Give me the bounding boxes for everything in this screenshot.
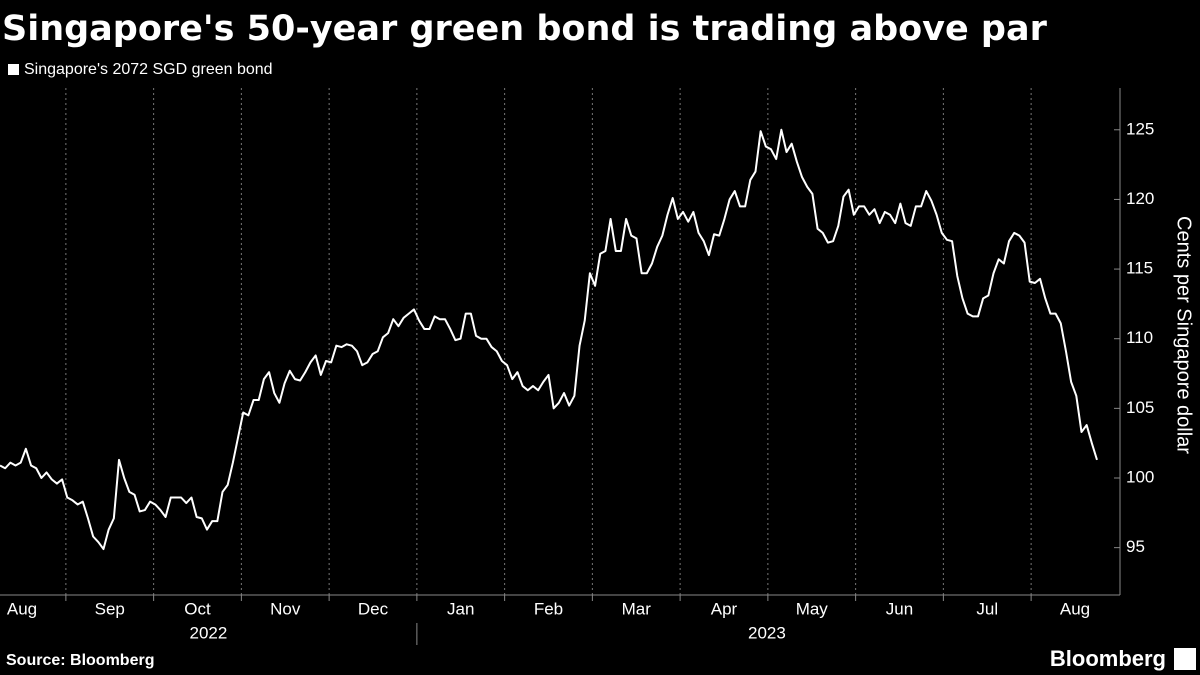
brand-icon <box>1174 648 1196 670</box>
y-tick-label: 105 <box>1126 398 1154 417</box>
x-tick-label: Jan <box>447 599 474 618</box>
y-tick-label: 115 <box>1126 259 1153 278</box>
legend-label: Singapore's 2072 SGD green bond <box>24 61 273 78</box>
y-axis-label: Cents per Singapore dollar <box>1173 216 1195 454</box>
x-tick-label: May <box>796 599 829 618</box>
x-tick-label: Sep <box>95 599 125 618</box>
year-label: 2023 <box>748 623 786 642</box>
y-tick-label: 120 <box>1126 189 1154 208</box>
chart-title: Singapore's 50-year green bond is tradin… <box>2 9 1048 49</box>
brand: Bloomberg <box>1050 646 1166 671</box>
y-tick-label: 110 <box>1126 328 1153 347</box>
x-tick-label: Apr <box>711 599 738 618</box>
x-tick-label: Dec <box>358 599 389 618</box>
x-tick-label: Oct <box>184 599 211 618</box>
legend-swatch <box>8 64 19 75</box>
source: Source: Bloomberg <box>6 652 154 669</box>
year-label: 2022 <box>190 623 228 642</box>
line-series <box>0 128 1098 551</box>
x-tick-label: Mar <box>622 599 652 618</box>
x-tick-label: Feb <box>534 599 563 618</box>
x-tick-label: Jun <box>886 599 913 618</box>
x-tick-label: Aug <box>1060 599 1090 618</box>
x-tick-label: Nov <box>270 599 301 618</box>
x-tick-label: Jul <box>976 599 998 618</box>
y-tick-label: 100 <box>1126 467 1154 486</box>
y-tick-label: 125 <box>1126 119 1154 138</box>
x-tick-label: Aug <box>7 599 37 618</box>
y-tick-label: 95 <box>1126 537 1145 556</box>
